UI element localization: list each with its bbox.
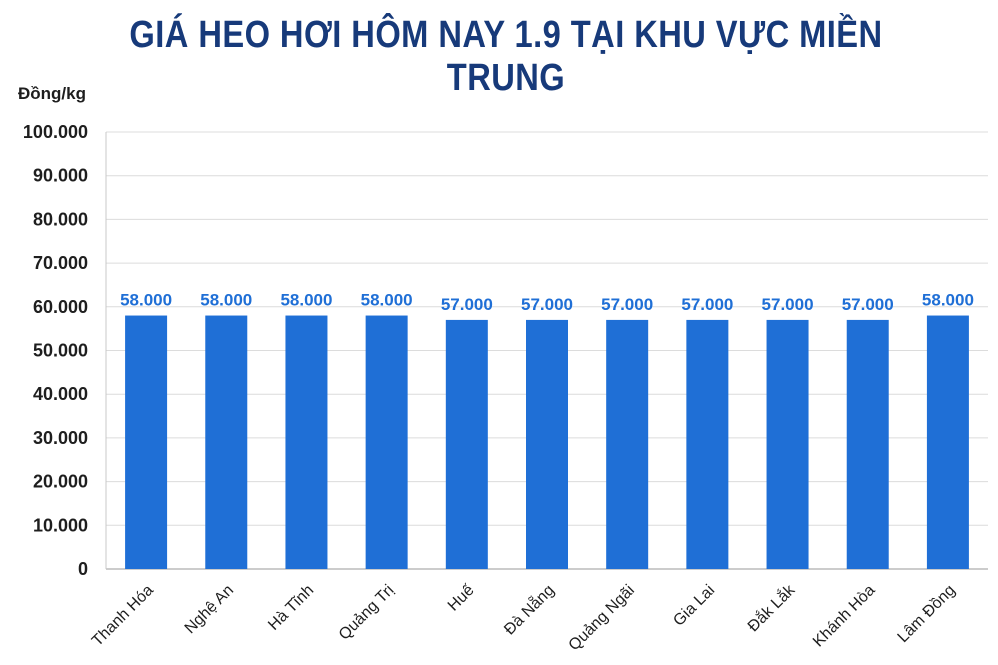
x-category-label: Huế: [445, 582, 478, 615]
x-category-label: Nghệ An: [182, 582, 237, 637]
y-axis-ticks: 0 10.000 20.000 30.000 40.000 50.000 60.000 70.…: [23, 122, 88, 579]
x-axis-categories: Thanh Hóa Nghệ An Hà Tĩnh Quảng Trị Huế Đà Nẵ…: [89, 580, 959, 655]
y-tick-label: 60.000: [33, 297, 88, 317]
data-label: 57.000: [441, 295, 493, 314]
x-category-label: Khánh Hòa: [810, 582, 879, 651]
bar: [686, 319, 729, 569]
data-label: 57.000: [521, 295, 573, 314]
data-label: 57.000: [601, 295, 653, 314]
x-category-label: Đà Nẵng: [500, 580, 558, 638]
bar: [606, 319, 649, 569]
bar: [445, 319, 488, 569]
y-tick-label: 0: [78, 559, 88, 579]
data-label: 57.000: [681, 295, 733, 314]
bar: [125, 315, 168, 569]
bar: [846, 319, 889, 569]
bar: [926, 315, 969, 569]
data-label: 58.000: [200, 291, 252, 310]
data-label: 58.000: [361, 291, 413, 310]
y-tick-label: 30.000: [33, 428, 88, 448]
data-label: 58.000: [120, 291, 172, 310]
x-category-label: Gia Lai: [670, 582, 718, 630]
chart-title: GIÁ HEO HƠI HÔM NAY 1.9 TẠI KHU VỰC MIỀN…: [129, 14, 883, 99]
y-tick-label: 80.000: [33, 209, 88, 229]
y-tick-label: 10.000: [33, 515, 88, 535]
data-label: 57.000: [762, 295, 814, 314]
bar: [526, 319, 568, 569]
bar: [285, 315, 328, 569]
x-category-label: Hà Tĩnh: [265, 582, 317, 634]
bar: [766, 319, 809, 569]
y-tick-label: 70.000: [33, 253, 88, 273]
y-tick-label: 50.000: [33, 341, 88, 361]
y-axis-label: Đồng/kg: [18, 84, 86, 103]
data-label: 57.000: [842, 295, 894, 314]
bars: [125, 315, 969, 569]
y-tick-label: 40.000: [33, 384, 88, 404]
x-category-label: Lâm Đồng: [895, 582, 959, 646]
data-labels: 58.000 58.000 58.000 58.000 57.000 57.000 57.0…: [120, 291, 974, 314]
bar: [205, 315, 248, 569]
bar: [365, 315, 408, 569]
x-category-label: Thanh Hóa: [89, 582, 157, 650]
y-tick-label: 100.000: [23, 122, 88, 142]
data-label: 58.000: [922, 291, 974, 310]
y-tick-label: 20.000: [33, 472, 88, 492]
y-tick-label: 90.000: [33, 166, 88, 186]
data-label: 58.000: [280, 291, 332, 310]
x-category-label: Đắk Lắk: [743, 580, 799, 636]
x-category-label: Quảng Ngãi: [566, 582, 638, 654]
x-category-label: Quảng Trị: [336, 582, 398, 644]
